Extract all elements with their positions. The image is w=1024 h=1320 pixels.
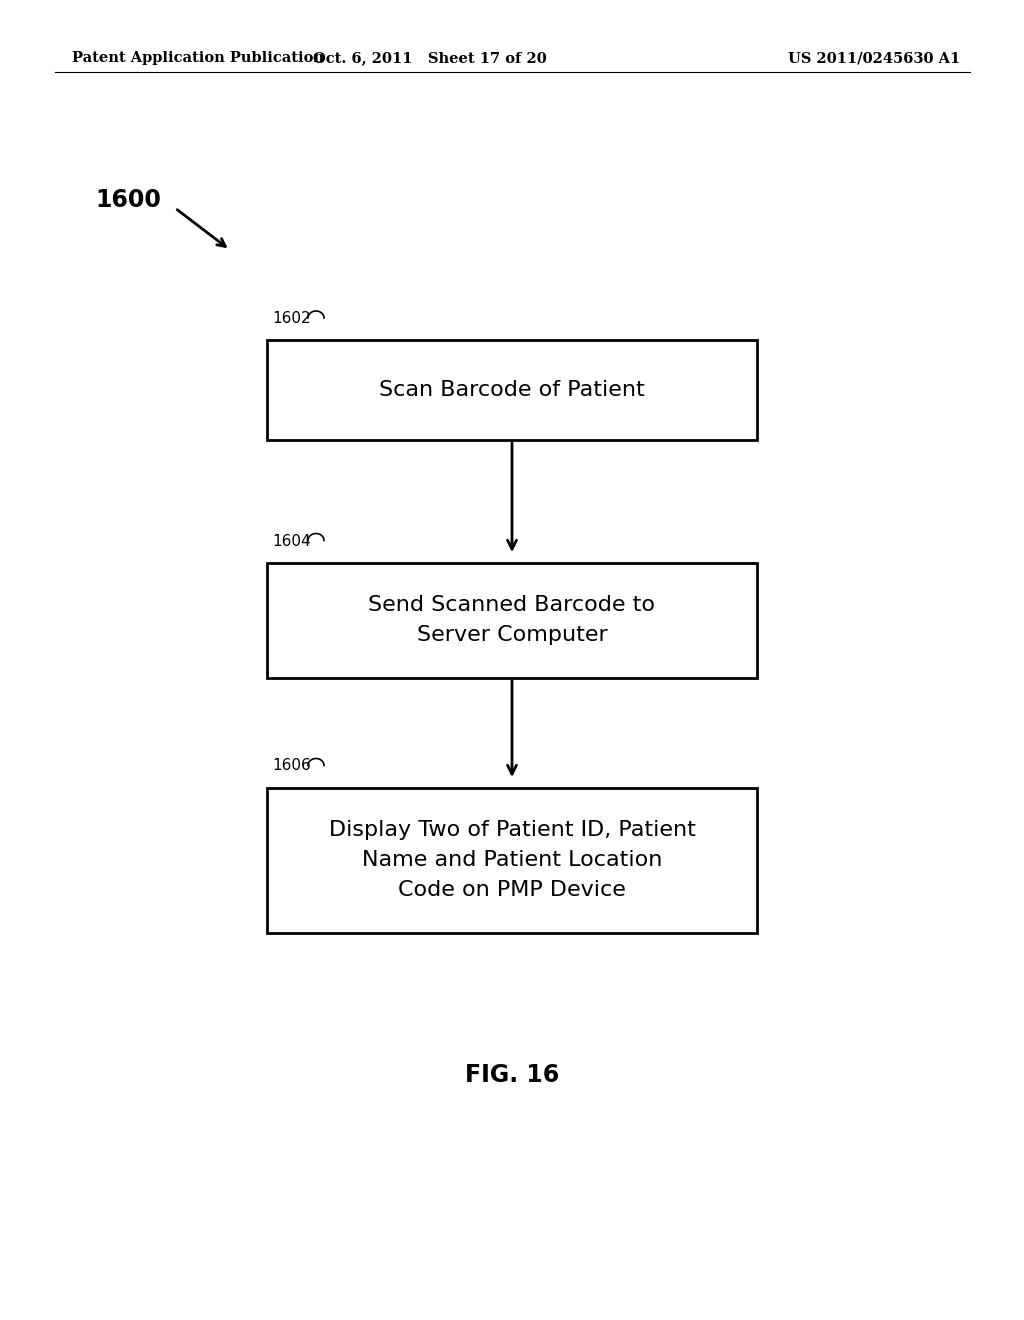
Text: US 2011/0245630 A1: US 2011/0245630 A1: [787, 51, 961, 65]
Text: Scan Barcode of Patient: Scan Barcode of Patient: [379, 380, 645, 400]
Text: 1606: 1606: [272, 759, 310, 774]
Text: Patent Application Publication: Patent Application Publication: [72, 51, 324, 65]
Text: FIG. 16: FIG. 16: [465, 1063, 559, 1086]
Text: Display Two of Patient ID, Patient
Name and Patient Location
Code on PMP Device: Display Two of Patient ID, Patient Name …: [329, 821, 695, 900]
Bar: [267, 562, 757, 677]
Bar: [267, 341, 757, 440]
Text: Send Scanned Barcode to
Server Computer: Send Scanned Barcode to Server Computer: [369, 595, 655, 644]
Text: 1602: 1602: [272, 312, 310, 326]
Text: 1600: 1600: [95, 187, 161, 213]
Text: 1604: 1604: [272, 533, 310, 549]
Text: Oct. 6, 2011   Sheet 17 of 20: Oct. 6, 2011 Sheet 17 of 20: [313, 51, 547, 65]
Bar: [267, 788, 757, 932]
